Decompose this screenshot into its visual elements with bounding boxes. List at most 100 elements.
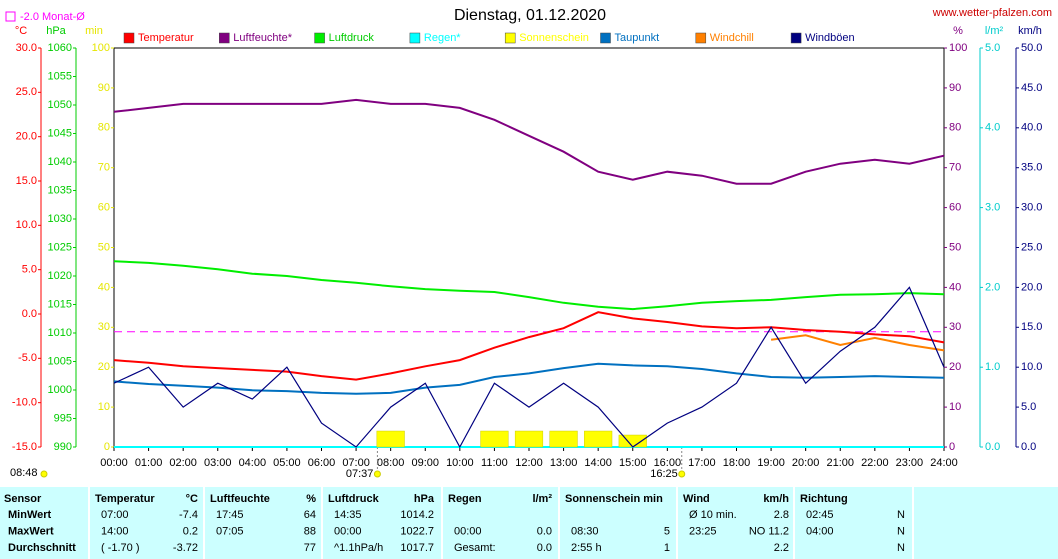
y-tick-label: 20 <box>98 361 110 373</box>
y-tick-label: 1055 <box>48 70 72 82</box>
table-cell: -3.72 <box>173 542 198 554</box>
series-line <box>113 362 945 395</box>
y-tick-label: 5.0 <box>985 42 1000 54</box>
legend-swatch <box>790 32 802 44</box>
y-tick-label: 0.0 <box>985 441 1000 453</box>
source: www.wetter-pfalzen.com <box>932 7 1052 19</box>
row-label: MaxWert <box>8 525 54 537</box>
legend-label: Taupunkt <box>615 32 660 44</box>
table-cell: 1 <box>664 542 670 554</box>
table-cell: 00:00 <box>454 525 482 537</box>
y-tick-label: 15.0 <box>16 175 37 187</box>
table-header-unit: °C <box>186 493 198 505</box>
legend-swatch <box>123 32 135 44</box>
series-line <box>113 311 945 381</box>
y-tick-label: -5.0 <box>18 352 37 364</box>
sunshine-bar <box>584 430 613 448</box>
y-tick-label: 25.0 <box>16 86 37 98</box>
x-tick-label: 11:00 <box>481 457 508 469</box>
axis-unit: km/h <box>1018 25 1042 37</box>
y-tick-label: 50 <box>98 241 110 253</box>
table-cell: 07:05 <box>216 525 244 537</box>
x-tick-label: 24:00 <box>930 457 958 469</box>
legend-label: Luftdruck <box>329 32 375 44</box>
y-tick-label: 0 <box>949 441 955 453</box>
x-tick-label: 02:00 <box>169 457 197 469</box>
y-tick-label: 20 <box>949 361 961 373</box>
sunshine-bar <box>376 430 405 448</box>
y-tick-label: 20.0 <box>1021 281 1042 293</box>
y-tick-label: 1050 <box>48 99 72 111</box>
y-tick-label: 0 <box>104 441 110 453</box>
sun-dot <box>678 470 686 478</box>
table-header: Sonnenschein min <box>565 493 663 505</box>
table-header: Luftdruck <box>328 493 380 505</box>
y-tick-label: 60 <box>98 202 110 214</box>
x-tick-label: 12:00 <box>515 457 543 469</box>
axis-unit: min <box>85 25 103 37</box>
table-cell: ^1.1hPa/h <box>334 542 383 554</box>
table-cell: 08:30 <box>571 525 599 537</box>
table-cell: 14:00 <box>101 525 129 537</box>
y-tick-label: 100 <box>949 42 967 54</box>
y-tick-label: 30.0 <box>1021 202 1042 214</box>
x-tick-label: 07:00 <box>342 457 370 469</box>
table-header-unit: l/m² <box>532 493 552 505</box>
y-tick-label: 100 <box>92 42 110 54</box>
x-tick-label: 08:00 <box>377 457 405 469</box>
table-header: Luftfeuchte <box>210 493 270 505</box>
x-tick-label: 09:00 <box>411 457 439 469</box>
table-header: Regen <box>448 493 482 505</box>
chart-title: Dienstag, 01.12.2020 <box>454 7 606 24</box>
table-cell: 14:35 <box>334 509 362 521</box>
table-cell: 00:00 <box>334 525 362 537</box>
table-header-unit: % <box>306 493 316 505</box>
table-cell: 07:00 <box>101 509 129 521</box>
table-cell: 1022.7 <box>400 525 434 537</box>
series-line <box>113 286 945 449</box>
table-cell: 0.0 <box>537 542 552 554</box>
axis-unit: l/m² <box>985 25 1004 37</box>
y-tick-label: 90 <box>949 82 961 94</box>
sun-dot <box>40 470 48 478</box>
table-bg <box>0 486 1058 559</box>
table-cell: 0.2 <box>183 525 198 537</box>
y-tick-label: -10.0 <box>12 397 37 409</box>
y-tick-label: 70 <box>949 162 961 174</box>
axis-unit: hPa <box>46 25 66 37</box>
monthavg-icon <box>5 11 16 22</box>
table-header-unit: km/h <box>763 493 789 505</box>
table-header: Temperatur <box>95 493 155 505</box>
y-tick-label: 995 <box>54 412 72 424</box>
x-tick-label: 16:00 <box>654 457 682 469</box>
sun-dot <box>373 470 381 478</box>
table-cell: 1014.2 <box>400 509 434 521</box>
y-tick-label: 0.0 <box>22 308 37 320</box>
table-cell: 5 <box>664 525 670 537</box>
x-tick-label: 00:00 <box>100 457 128 469</box>
y-tick-label: 990 <box>54 441 72 453</box>
row-label: Durchschnitt <box>8 542 76 554</box>
y-tick-label: 30.0 <box>16 42 37 54</box>
x-tick-label: 23:00 <box>896 457 924 469</box>
table-cell: 88 <box>304 525 316 537</box>
series-line <box>770 334 945 352</box>
y-tick-label: 1020 <box>48 270 72 282</box>
table-header: Richtung <box>800 493 848 505</box>
x-tick-label: 21:00 <box>826 457 854 469</box>
y-tick-label: 1040 <box>48 156 72 168</box>
legend-label: Windchill <box>710 32 754 44</box>
y-tick-label: 5.0 <box>1021 401 1036 413</box>
sunshine-bar <box>514 430 544 448</box>
y-tick-label: 1000 <box>48 384 72 396</box>
y-tick-label: 1015 <box>48 298 72 310</box>
table-cell: 1017.7 <box>400 542 434 554</box>
legend-label: Luftfeuchte* <box>233 32 292 44</box>
table-cell: Gesamt: <box>454 542 496 554</box>
table-cell: 0.0 <box>537 525 552 537</box>
x-tick-label: 04:00 <box>239 457 267 469</box>
x-tick-label: 17:00 <box>688 457 716 469</box>
x-tick-label: 01:00 <box>135 457 163 469</box>
legend-label: Sonnenschein <box>519 32 589 44</box>
